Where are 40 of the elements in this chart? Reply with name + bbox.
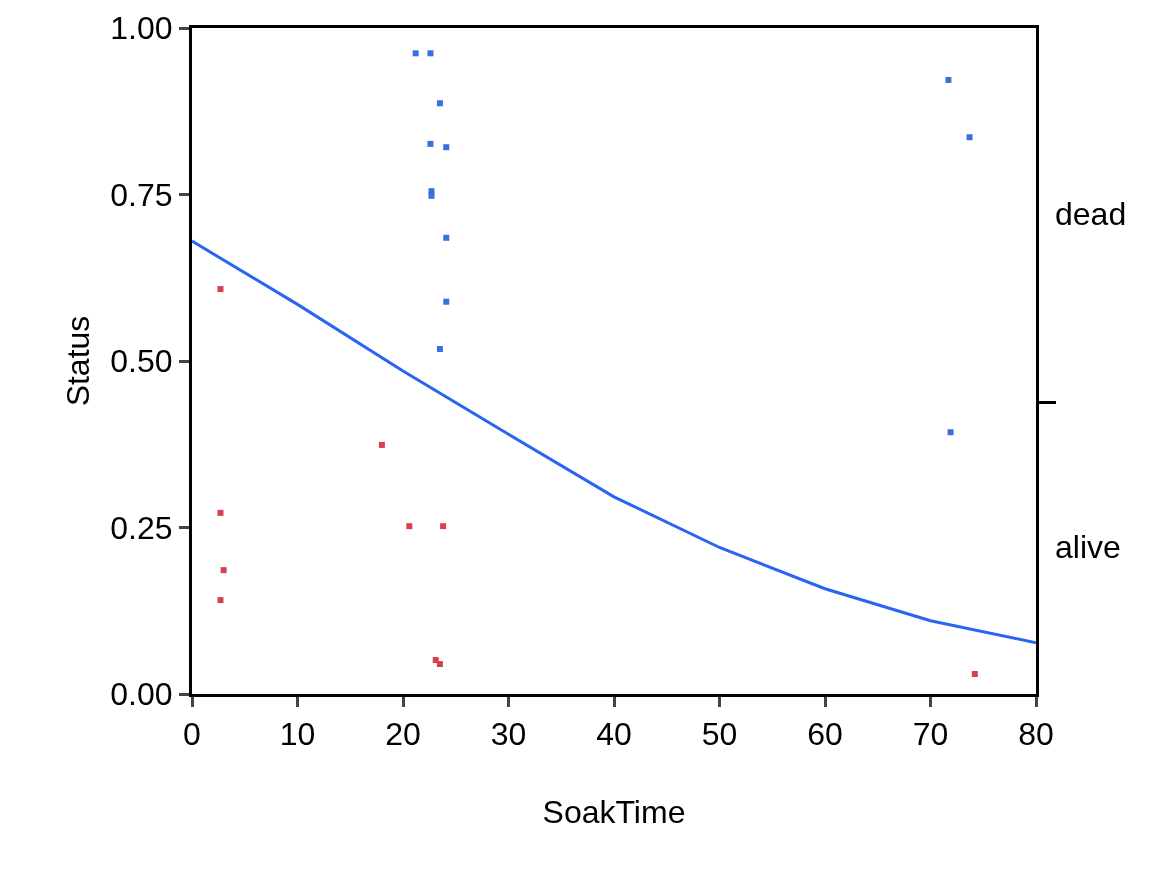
point: [436, 100, 443, 107]
text: alive: [1055, 529, 1121, 565]
x-tick-label: 60: [807, 716, 843, 753]
point: [217, 597, 224, 604]
point: [945, 76, 952, 83]
point: [443, 144, 450, 151]
point: [412, 50, 419, 57]
point: [217, 286, 224, 293]
point: [443, 298, 450, 305]
point: [440, 523, 447, 530]
point: [427, 140, 434, 147]
point: [378, 441, 385, 448]
point: [427, 50, 434, 57]
point: [220, 567, 227, 574]
x-tick-label: 40: [596, 716, 632, 753]
line-series: [192, 239, 1036, 645]
y-tick-label: 1.00: [110, 10, 173, 47]
y-tick-label: 0.00: [110, 676, 173, 713]
y-tick-label: 0.25: [110, 509, 173, 546]
y-axis-title: Status: [59, 315, 96, 407]
point: [428, 192, 435, 199]
x-tick-label: 80: [1018, 716, 1054, 753]
point: [443, 234, 450, 241]
point: [406, 523, 413, 530]
x-axis-title: SoakTime: [542, 794, 686, 831]
point: [436, 346, 443, 353]
x-tick-label: 20: [385, 716, 421, 753]
x-tick-label: 70: [912, 716, 949, 753]
y-tick-label: 0.50: [110, 343, 173, 380]
x-tick-label: 30: [490, 716, 527, 753]
text: dead: [1055, 196, 1127, 232]
x-tick-label: 10: [279, 716, 316, 753]
y-tick-label: 0.75: [110, 176, 173, 213]
point: [436, 661, 443, 668]
point: [217, 509, 224, 516]
point: [966, 134, 973, 141]
x-tick-label: 50: [701, 716, 738, 753]
point: [971, 671, 978, 678]
point: [947, 429, 954, 436]
x-tick-label: 0: [183, 716, 201, 753]
